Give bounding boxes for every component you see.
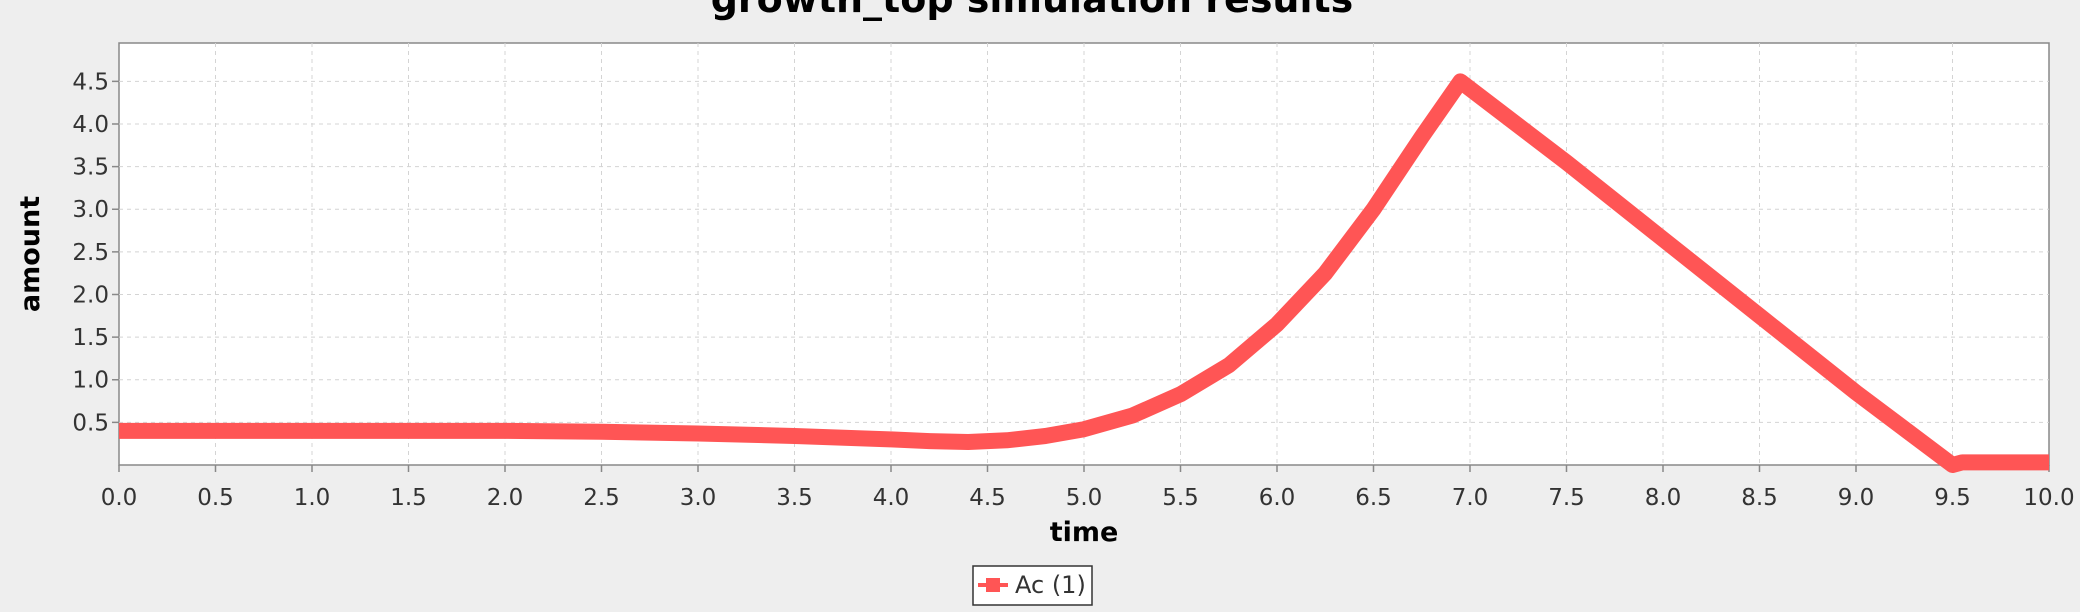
y-tick-label: 4.5 xyxy=(72,69,109,95)
x-tick-label: 1.0 xyxy=(294,485,331,511)
y-tick-label: 3.0 xyxy=(72,197,109,223)
x-tick-label: 8.0 xyxy=(1645,485,1682,511)
y-tick-label: 2.0 xyxy=(72,282,109,308)
x-tick-label: 4.0 xyxy=(873,485,910,511)
y-tick-label: 4.0 xyxy=(72,112,109,138)
x-tick-label: 3.5 xyxy=(776,485,813,511)
legend-marker-swatch xyxy=(986,578,1000,592)
x-tick-label: 5.5 xyxy=(1162,485,1199,511)
x-tick-label: 10.0 xyxy=(2023,485,2074,511)
series-layer xyxy=(119,73,2049,473)
legend: Ac (1) xyxy=(972,565,1093,606)
legend-label: Ac (1) xyxy=(1015,571,1086,599)
y-axis-title: amount xyxy=(15,196,46,312)
x-tick-label: 5.0 xyxy=(1066,485,1103,511)
x-tick-label: 2.5 xyxy=(583,485,620,511)
y-tick-label: 2.5 xyxy=(72,240,109,266)
x-axis-title: time xyxy=(1050,517,1119,548)
y-tick-label: 1.0 xyxy=(72,368,109,394)
y-tick-label: 3.5 xyxy=(72,155,109,181)
y-tick-label: 0.5 xyxy=(72,410,109,436)
x-tick-label: 6.0 xyxy=(1259,485,1296,511)
x-tick-label: 7.0 xyxy=(1452,485,1489,511)
x-tick-label: 1.5 xyxy=(390,485,427,511)
series-line-ac xyxy=(119,73,2049,473)
x-tick-label: 8.5 xyxy=(1741,485,1778,511)
grid xyxy=(119,43,2049,465)
x-tick-label: 6.5 xyxy=(1355,485,1392,511)
x-tick-label: 9.5 xyxy=(1934,485,1971,511)
x-tick-label: 0.0 xyxy=(101,485,138,511)
x-tick-label: 0.5 xyxy=(197,485,234,511)
x-tick-label: 3.0 xyxy=(680,485,717,511)
x-tick-label: 4.5 xyxy=(969,485,1006,511)
x-tick-label: 9.0 xyxy=(1838,485,1875,511)
axes: 0.0 0.5 1.0 1.5 2.0 2.5 3.0 3.5 4.0 4.5 5.0 5.5 6.0 6… xyxy=(72,69,2074,511)
x-tick-label: 2.0 xyxy=(487,485,524,511)
y-tick-label: 1.5 xyxy=(72,325,109,351)
x-tick-label: 7.5 xyxy=(1548,485,1585,511)
chart-title: growth_top simulation results xyxy=(711,0,1354,21)
